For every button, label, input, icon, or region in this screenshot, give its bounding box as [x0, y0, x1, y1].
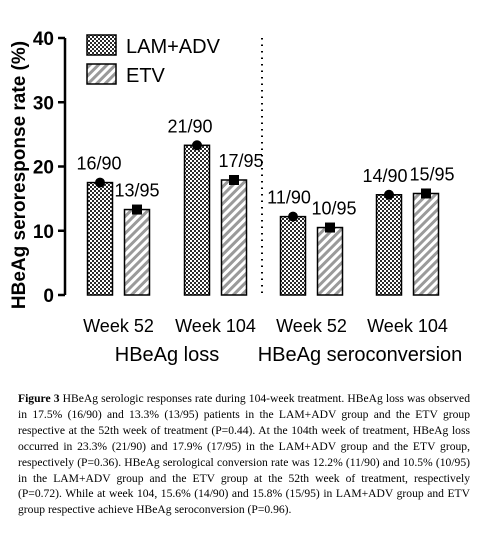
legend-label-lam-adv: LAM+ADV [126, 36, 221, 58]
legend-label-etv: ETV [126, 65, 166, 87]
marker-square [229, 174, 239, 185]
marker-circle [95, 177, 105, 188]
data-label: 17/95 [218, 151, 263, 171]
x-axis-labels: Week 52 Week 104 Week 52 Week 104 [83, 316, 448, 336]
figure-caption: Figure 3 HBeAg serologic responses rate … [18, 391, 470, 518]
bar-lam-adv [279, 215, 307, 296]
y-tick-label: 30 [33, 93, 54, 114]
legend: LAM+ADV ETV [86, 34, 221, 87]
data-labels: 16/90 21/90 11/90 14/90 13/95 17/95 10/95 15/95 [76, 116, 454, 218]
marker-circle [288, 211, 298, 222]
bar-chart: 0 10 20 30 40 HBeAg seroresponse rate (%) LA… [9, 29, 463, 366]
x-tick-label: Week 104 [367, 316, 448, 336]
marker-circle [192, 140, 202, 151]
y-tick-label: 0 [43, 286, 54, 307]
group-label: HBeAg loss [115, 344, 220, 366]
x-tick-label: Week 104 [175, 316, 256, 336]
marker-square [421, 188, 431, 199]
markers [95, 140, 431, 233]
data-label: 10/95 [311, 199, 356, 219]
data-label: 16/90 [76, 154, 121, 174]
legend-swatch-etv [86, 63, 117, 85]
figure-label: Figure 3 [18, 392, 60, 405]
bar-lam-adv [86, 181, 114, 296]
legend-swatch-lam-adv [86, 34, 117, 56]
bar-lam-adv [375, 194, 403, 296]
marker-circle [384, 189, 394, 200]
data-label: 14/90 [362, 166, 407, 186]
bar-lam-adv [183, 144, 211, 296]
y-axis: 0 10 20 30 40 [33, 29, 67, 307]
data-label: 21/90 [167, 116, 212, 136]
marker-square [132, 204, 142, 215]
group-label: HBeAg seroconversion [258, 344, 463, 366]
y-axis-label: HBeAg seroresponse rate (%) [9, 41, 30, 309]
data-label: 15/95 [409, 164, 454, 184]
marker-square [325, 222, 335, 233]
x-tick-label: Week 52 [276, 316, 347, 336]
group-labels: HBeAg loss HBeAg seroconversion [115, 344, 463, 366]
bar-etv [412, 192, 440, 296]
y-tick-label: 40 [33, 29, 54, 50]
bar-etv [220, 179, 248, 296]
bar-etv [123, 208, 151, 296]
y-tick-label: 20 [33, 158, 54, 179]
data-label: 13/95 [114, 181, 159, 201]
y-tick-label: 10 [33, 222, 54, 243]
caption-text: HBeAg serologic responses rate during 10… [18, 392, 471, 517]
x-tick-label: Week 52 [83, 316, 154, 336]
bar-etv [316, 226, 344, 296]
data-label: 11/90 [267, 188, 311, 208]
